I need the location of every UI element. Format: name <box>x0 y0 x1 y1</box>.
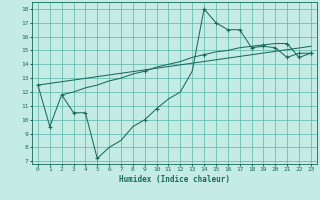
X-axis label: Humidex (Indice chaleur): Humidex (Indice chaleur) <box>119 175 230 184</box>
